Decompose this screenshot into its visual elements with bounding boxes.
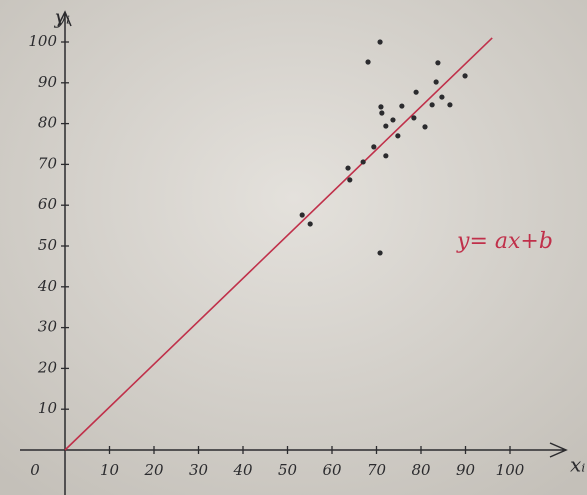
y-tick-label: 10	[38, 399, 58, 417]
point	[462, 73, 467, 78]
y-tick-label: 80	[38, 114, 58, 132]
point	[383, 153, 388, 158]
x-tick-label: 40	[232, 461, 253, 479]
x-tick-label: 70	[367, 461, 387, 479]
x-tick-label: 50	[278, 461, 298, 479]
point	[411, 115, 416, 120]
equation-annotation: y= ax+b	[456, 229, 553, 254]
point	[390, 117, 395, 122]
x-tick-label: 100	[496, 461, 525, 479]
point	[377, 250, 382, 255]
point	[365, 59, 370, 64]
y-tick-label: 100	[28, 32, 57, 50]
y-tick-label: 90	[38, 73, 58, 91]
y-tick-label: 70	[38, 154, 58, 172]
point	[345, 165, 350, 170]
x-axis-label: xᵢ	[570, 453, 585, 477]
point	[435, 60, 440, 65]
point	[371, 144, 376, 149]
point	[379, 110, 384, 115]
x-tick-label: 20	[143, 461, 164, 479]
x-tick-label: 30	[189, 461, 209, 479]
point	[361, 159, 366, 164]
x-tick-label: 90	[456, 461, 476, 479]
y-tick-label: 20	[37, 358, 58, 376]
x-tick-label: 80	[411, 461, 431, 479]
point	[300, 212, 305, 217]
point	[447, 102, 452, 107]
y-tick-label: 60	[38, 195, 58, 213]
x-tick-label: 0	[30, 461, 40, 479]
y-axis-label: yᵢ	[54, 5, 70, 29]
point	[377, 39, 382, 44]
point	[399, 103, 404, 108]
x-tick-label: 10	[100, 461, 120, 479]
point	[414, 90, 419, 95]
point	[430, 102, 435, 107]
point	[395, 133, 400, 138]
point	[383, 123, 388, 128]
x-tick-label: 60	[322, 461, 342, 479]
point	[439, 94, 444, 99]
y-tick-label: 50	[38, 236, 58, 254]
point	[308, 221, 313, 226]
y-tick-label: 30	[38, 318, 58, 336]
point	[378, 104, 383, 109]
point	[422, 124, 427, 129]
chart: yᵢ xᵢ y= ax+b 0 10 20 30 40 50 60 70 80 90 100 10 20…	[0, 0, 587, 495]
point	[434, 79, 439, 84]
y-tick-label: 40	[37, 277, 58, 295]
page: yᵢ xᵢ y= ax+b 0 10 20 30 40 50 60 70 80 90 100 10 20…	[0, 0, 587, 495]
point	[347, 177, 352, 182]
